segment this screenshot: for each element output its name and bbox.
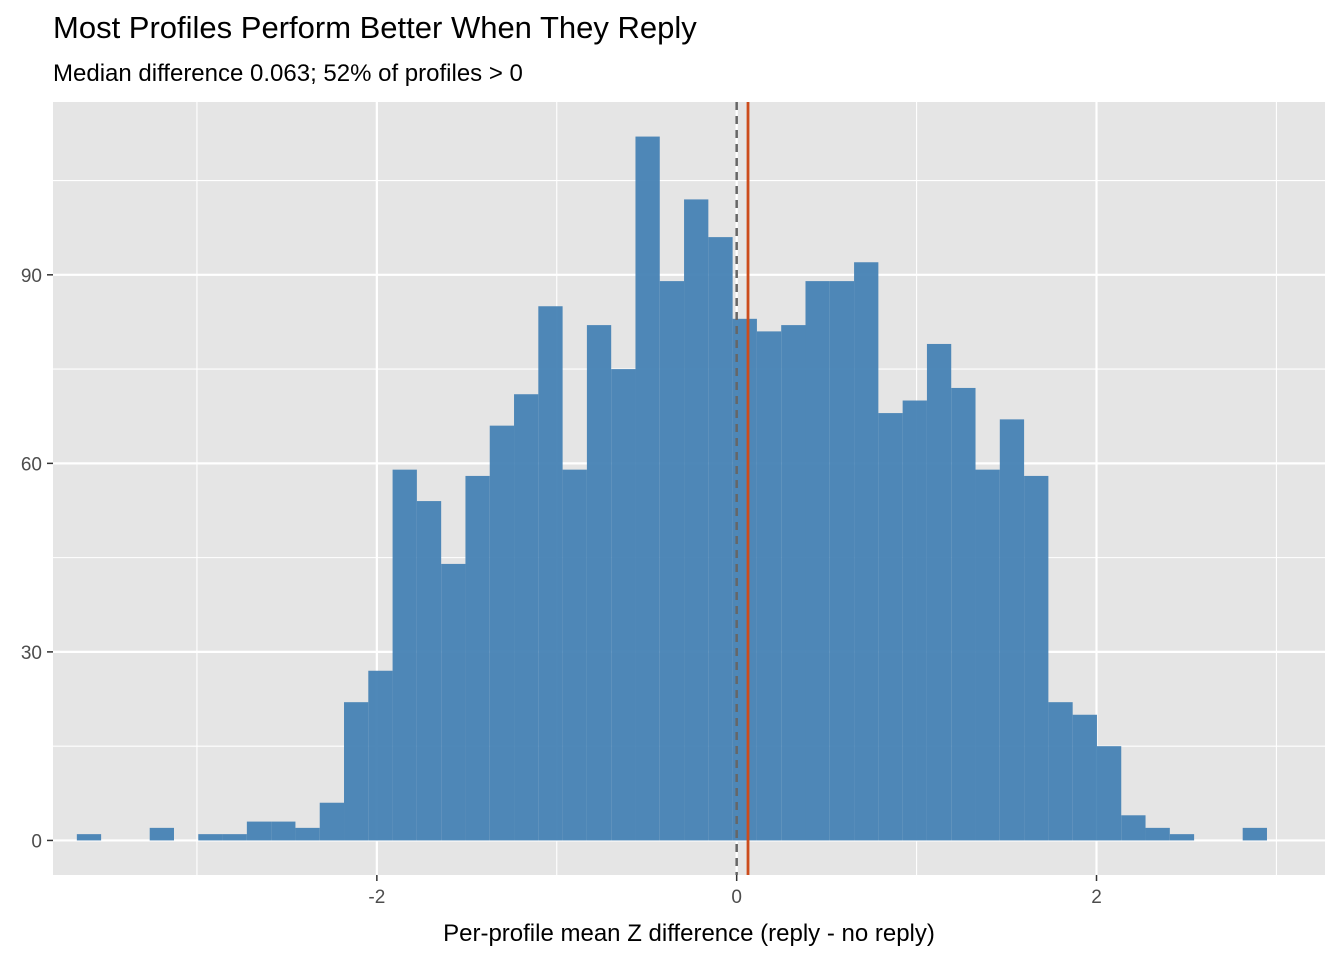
x-tick-label: -2 [368, 887, 385, 908]
histogram-bar [586, 325, 612, 841]
chart-subtitle: Median difference 0.063; 52% of profiles… [53, 60, 523, 87]
histogram-bar [951, 387, 976, 841]
histogram-bar [489, 425, 515, 841]
histogram-bar [222, 834, 247, 841]
histogram-bar [684, 199, 709, 841]
histogram-bar [611, 369, 636, 841]
histogram-bar [149, 827, 174, 841]
histogram-bar [246, 821, 272, 841]
histogram-bar [319, 802, 345, 841]
histogram-bar [975, 469, 1000, 841]
y-tick-label: 30 [21, 643, 42, 664]
histogram-bar [926, 343, 952, 841]
histogram-bar [635, 136, 660, 841]
histogram-bar [295, 827, 320, 841]
chart-title: Most Profiles Perform Better When They R… [53, 10, 697, 45]
histogram-bar [781, 325, 806, 841]
histogram-bar [829, 281, 855, 841]
x-axis-title: Per-profile mean Z difference (reply - n… [443, 920, 935, 947]
histogram-bar [368, 670, 393, 841]
y-axis: 0 30 60 90 [21, 266, 53, 852]
histogram-bar [271, 821, 296, 841]
histogram-bar [514, 394, 539, 841]
histogram-bar [1242, 827, 1267, 841]
histogram-bar [1048, 702, 1073, 841]
histogram-bar [854, 262, 879, 841]
histogram-bar [756, 331, 782, 841]
histogram-bar [1121, 815, 1146, 841]
histogram-bar [562, 469, 587, 841]
y-tick-label: 60 [21, 454, 42, 475]
x-tick-label: 0 [731, 887, 742, 908]
histogram-bar [1169, 834, 1195, 841]
histogram-bar [1024, 475, 1049, 841]
y-tick-label: 0 [31, 831, 42, 852]
histogram-bar [76, 834, 102, 841]
x-axis: -2 0 2 [368, 875, 1102, 908]
histogram-bar [999, 419, 1025, 841]
histogram-bar [344, 702, 369, 841]
histogram-bar [538, 306, 563, 841]
histogram-bar [1096, 746, 1122, 841]
histogram-bar [805, 281, 830, 841]
histogram-bar [1072, 714, 1097, 841]
y-tick-label: 90 [21, 266, 42, 287]
histogram-bar [465, 475, 490, 841]
histogram-bar [1145, 827, 1170, 841]
histogram-bar [441, 563, 466, 841]
histogram-bar [392, 469, 417, 841]
histogram-bar [659, 281, 685, 841]
histogram-bar [198, 834, 223, 841]
histogram-bar [708, 237, 733, 841]
histogram-bar [902, 400, 927, 841]
x-tick-label: 2 [1091, 887, 1102, 908]
histogram-bar [416, 501, 442, 841]
histogram-bar [878, 413, 903, 841]
